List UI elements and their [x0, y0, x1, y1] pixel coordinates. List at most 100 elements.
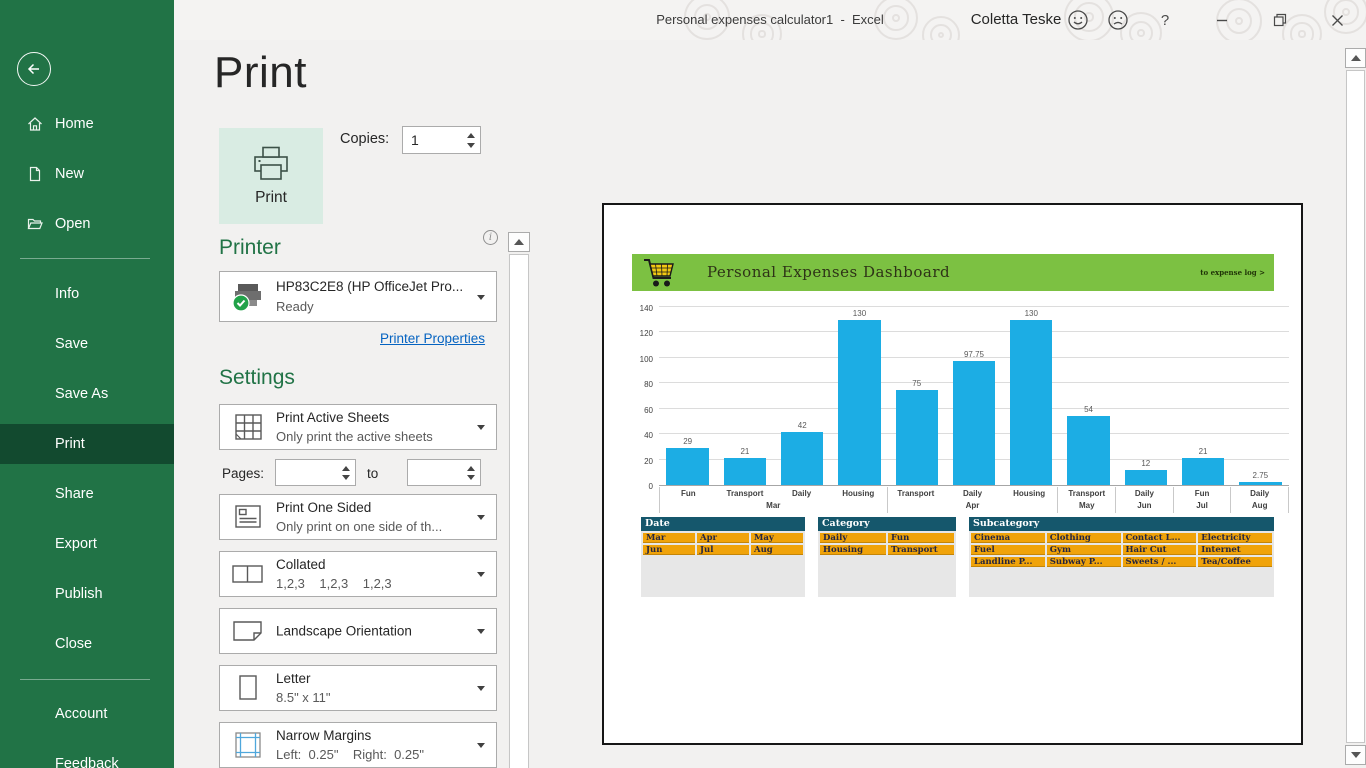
printer-select-dropdown[interactable]: HP83C2E8 (HP OfficeJet Pro... Ready	[219, 271, 497, 322]
sidebar-item-save[interactable]: Save	[0, 326, 174, 362]
month-axis-label: Jul	[1196, 501, 1208, 510]
axis-group-cell: Fun Jul	[1172, 487, 1231, 513]
sidebar-item-publish[interactable]: Publish	[0, 576, 174, 612]
settings-section-heading: Settings	[219, 366, 295, 389]
chart-bar	[1181, 458, 1225, 485]
setting-paper-size-dropdown[interactable]: Letter 8.5" x 11"	[219, 665, 497, 711]
settings-scrollbar-thumb[interactable]	[509, 254, 529, 768]
setting-subtitle: Left: 0.25" Right: 0.25"	[276, 747, 424, 762]
slicer-item-button: Subway P...	[1046, 557, 1121, 567]
bar-slot: 75	[888, 308, 945, 485]
user-account-name[interactable]: Coletta Teske	[970, 11, 1062, 28]
y-tick-label: 60	[644, 405, 653, 415]
slicer-header: Category	[818, 517, 956, 531]
info-icon[interactable]: i	[483, 230, 498, 245]
sidebar-item-save-as[interactable]: Save As	[0, 376, 174, 412]
sidebar-item-print[interactable]: Print	[0, 424, 174, 464]
month-axis-label: Aug	[1251, 501, 1268, 510]
setting-subtitle: Only print on one side of th...	[276, 519, 443, 534]
month-axis-label: Jun	[1137, 501, 1152, 510]
minimize-button[interactable]	[1200, 0, 1244, 40]
chevron-down-icon	[477, 294, 485, 300]
slicer-item-button: Jul	[697, 545, 749, 555]
feedback-frown-icon[interactable]	[1096, 0, 1140, 40]
printer-status: Ready	[276, 299, 314, 314]
bar-value-label: 21	[1198, 447, 1208, 457]
preview-scrollbar	[1345, 48, 1366, 765]
bar-value-label: 54	[1084, 405, 1093, 415]
sidebar-item-share[interactable]: Share	[0, 476, 174, 512]
print-preview-page: Personal Expenses Dashboard to expense l…	[602, 203, 1303, 745]
pages-to-input[interactable]	[408, 460, 480, 485]
axis-group-cell: Transport Daily Housing Apr	[886, 487, 1058, 513]
sidebar-item-feedback[interactable]: Feedback	[0, 746, 174, 768]
pages-to-decrement-button[interactable]	[466, 473, 476, 481]
sidebar-item-label: Save	[55, 336, 89, 352]
preview-scrollbar-thumb[interactable]	[1346, 70, 1365, 743]
sidebar-item-info[interactable]: Info	[0, 276, 174, 312]
y-tick-label: 100	[639, 354, 653, 364]
category-axis-label: Transport	[897, 489, 935, 498]
help-button[interactable]: ?	[1160, 11, 1170, 29]
setting-title: Narrow Margins	[276, 728, 372, 743]
backstage-sidebar: Home New Open Info Save Save As Print Sh…	[0, 0, 174, 768]
bar-slot: 130	[831, 308, 888, 485]
sidebar-item-export[interactable]: Export	[0, 526, 174, 562]
settings-scroll-up-button[interactable]	[508, 232, 530, 252]
setting-print-area-dropdown[interactable]: Print Active Sheets Only print the activ…	[219, 404, 497, 450]
setting-margins-dropdown[interactable]: Narrow Margins Left: 0.25" Right: 0.25"	[219, 722, 497, 768]
pages-from-increment-button[interactable]	[341, 464, 351, 472]
restore-window-button[interactable]	[1258, 0, 1302, 40]
sidebar-item-account[interactable]: Account	[0, 696, 174, 732]
preview-scroll-up-button[interactable]	[1345, 48, 1366, 68]
slicer-item-button: Jun	[643, 545, 695, 555]
axis-group-cell: Daily Aug	[1230, 487, 1290, 513]
window-title: Personal expenses calculator1 - Excel	[656, 12, 884, 27]
setting-title: Letter	[276, 671, 311, 686]
gridline	[659, 331, 1289, 333]
bar-group-may: 54	[1060, 308, 1117, 485]
sidebar-item-home[interactable]: Home	[0, 106, 174, 142]
back-arrow-icon	[27, 63, 39, 75]
print-button[interactable]: Print	[219, 128, 323, 224]
close-window-button[interactable]	[1315, 0, 1359, 40]
chart-bar	[1239, 481, 1282, 485]
bar-slot: 21	[716, 308, 773, 485]
slicer-item-button: May	[751, 533, 803, 543]
open-folder-icon	[26, 215, 44, 233]
slicer-date: Date Mar Apr May Jun Jul Aug	[641, 517, 805, 597]
bar-value-label: 130	[1024, 308, 1038, 318]
printer-icon	[254, 146, 288, 180]
slicer-item-button: Contact L...	[1122, 533, 1197, 543]
chart-bar	[1010, 319, 1053, 485]
slicer-item-button: Aug	[751, 545, 803, 555]
category-axis-label: Housing	[842, 489, 875, 498]
y-tick-label: 80	[644, 380, 653, 390]
pages-from-input[interactable]	[276, 460, 355, 485]
sidebar-item-label: Feedback	[55, 756, 119, 768]
bar-group-apr: 75 97.75 130	[888, 308, 1060, 485]
copies-decrement-button[interactable]	[466, 141, 476, 149]
slicer-item-button: Fuel	[971, 545, 1045, 555]
setting-duplex-dropdown[interactable]: Print One Sided Only print on one side o…	[219, 494, 497, 540]
setting-collation-dropdown[interactable]: Collated 1,2,3 1,2,3 1,2,3	[219, 551, 497, 597]
feedback-smile-icon[interactable]	[1056, 0, 1100, 40]
chevron-down-icon	[477, 743, 485, 748]
slicer-item-button: Transport	[888, 545, 954, 555]
pages-to-stepper	[407, 459, 481, 486]
back-button[interactable]	[17, 52, 51, 86]
sidebar-item-close[interactable]: Close	[0, 626, 174, 662]
chart-x-labels: Fun Transport Daily Housing Mar Transport Dail…	[659, 487, 1290, 513]
sidebar-item-label: Publish	[55, 586, 103, 602]
printer-properties-link[interactable]: Printer Properties	[380, 331, 486, 346]
pages-to-increment-button[interactable]	[466, 464, 476, 472]
sidebar-item-open[interactable]: Open	[0, 206, 174, 242]
pages-from-decrement-button[interactable]	[341, 473, 351, 481]
chevron-down-icon	[477, 515, 485, 520]
setting-orientation-dropdown[interactable]: Landscape Orientation	[219, 608, 497, 654]
copies-increment-button[interactable]	[466, 131, 476, 139]
sidebar-item-new[interactable]: New	[0, 156, 174, 192]
preview-scroll-down-button[interactable]	[1345, 745, 1366, 765]
chart-bar	[952, 360, 996, 485]
copies-input[interactable]	[403, 127, 480, 153]
